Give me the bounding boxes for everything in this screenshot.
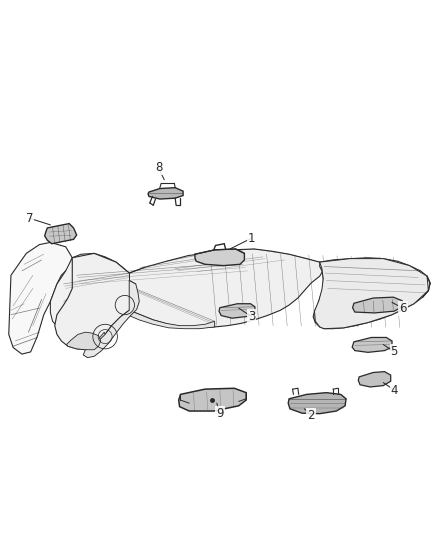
Polygon shape (55, 249, 324, 350)
Polygon shape (94, 310, 215, 351)
Polygon shape (314, 259, 428, 329)
Polygon shape (288, 393, 346, 414)
Polygon shape (352, 337, 392, 352)
Text: 2: 2 (307, 409, 315, 422)
Text: 5: 5 (391, 345, 398, 358)
Polygon shape (67, 332, 101, 350)
Text: 4: 4 (390, 384, 398, 397)
Polygon shape (45, 223, 77, 244)
Polygon shape (179, 388, 246, 411)
Polygon shape (313, 258, 430, 329)
Text: 1: 1 (248, 231, 256, 245)
Text: 8: 8 (155, 161, 162, 174)
Text: 6: 6 (399, 302, 407, 314)
Polygon shape (358, 372, 391, 387)
Polygon shape (9, 243, 72, 354)
Polygon shape (148, 188, 183, 199)
Text: 3: 3 (248, 310, 255, 324)
Polygon shape (83, 280, 139, 358)
Polygon shape (50, 253, 129, 332)
Polygon shape (353, 297, 402, 313)
Polygon shape (219, 304, 255, 318)
Text: 9: 9 (216, 407, 224, 419)
Polygon shape (195, 249, 244, 265)
Text: 7: 7 (26, 212, 34, 225)
